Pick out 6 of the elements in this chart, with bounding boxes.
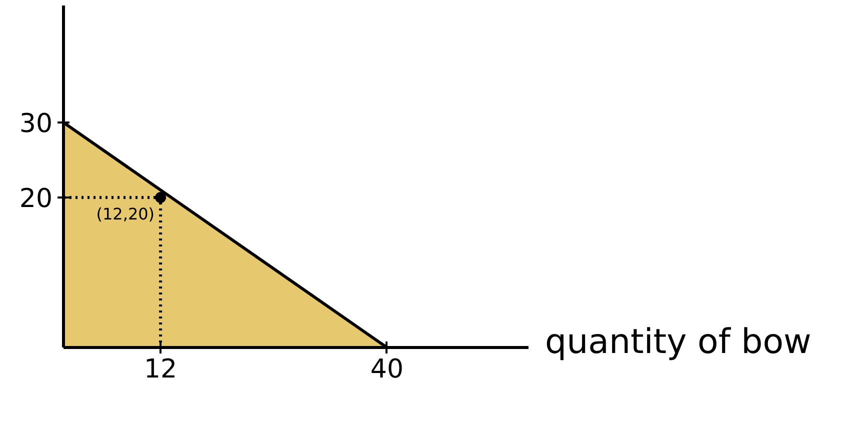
x-tick-label: 12: [144, 354, 178, 384]
y-tick-label: 30: [19, 109, 53, 139]
y-tick-label: 20: [19, 184, 53, 214]
x-tick-label: 40: [370, 354, 404, 384]
annotation: (12,20): [96, 204, 155, 224]
x-axis-title: quantity of bow: [545, 321, 812, 364]
